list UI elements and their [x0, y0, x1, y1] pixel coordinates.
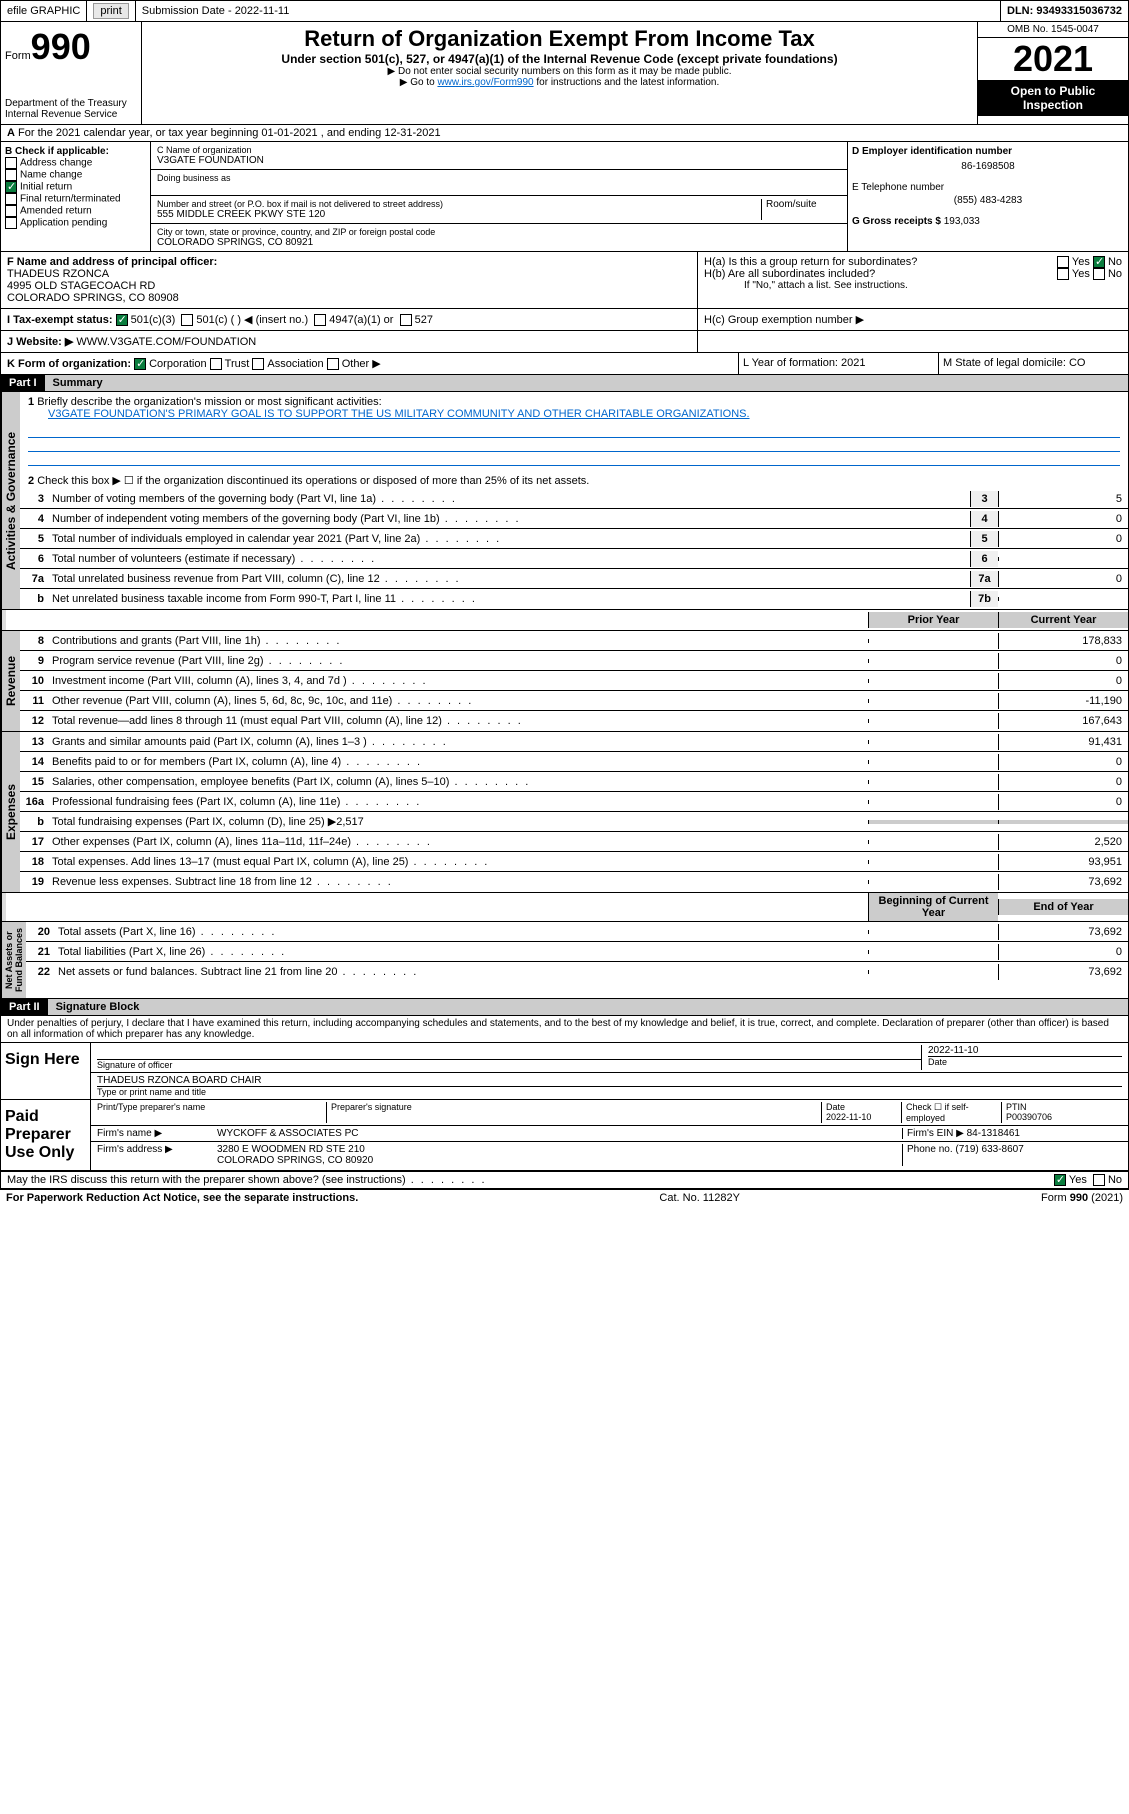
data-line: 21Total liabilities (Part X, line 26)0: [26, 942, 1128, 962]
data-line: 11Other revenue (Part VIII, column (A), …: [20, 691, 1128, 711]
tab-activities: Activities & Governance: [1, 392, 20, 609]
officer-name: THADEUS RZONCA: [7, 268, 691, 280]
dept-label: Department of the Treasury: [5, 98, 137, 109]
cat-no: Cat. No. 11282Y: [659, 1192, 740, 1204]
tax-year: 2021: [978, 38, 1128, 80]
tab-net-assets: Net Assets orFund Balances: [1, 922, 26, 998]
entity-block: B Check if applicable: Address changeNam…: [0, 142, 1129, 252]
form-header: Form990 Department of the Treasury Inter…: [0, 22, 1129, 125]
data-line: 18Total expenses. Add lines 13–17 (must …: [20, 852, 1128, 872]
data-line: 8Contributions and grants (Part VIII, li…: [20, 631, 1128, 651]
data-line: 10Investment income (Part VIII, column (…: [20, 671, 1128, 691]
check-b-opt[interactable]: Address change: [5, 157, 146, 169]
data-line: 13Grants and similar amounts paid (Part …: [20, 732, 1128, 752]
part1-header: Part I: [1, 375, 45, 391]
form-word: Form: [5, 50, 31, 62]
gov-line: 7aTotal unrelated business revenue from …: [20, 569, 1128, 589]
submission-date: Submission Date - 2022-11-11: [136, 1, 1001, 21]
declaration: Under penalties of perjury, I declare th…: [0, 1016, 1129, 1043]
form-subtitle: Under section 501(c), 527, or 4947(a)(1)…: [146, 52, 973, 66]
mission-text: V3GATE FOUNDATION'S PRIMARY GOAL IS TO S…: [28, 408, 750, 420]
part2-header: Part II: [1, 999, 48, 1015]
period-row: A For the 2021 calendar year, or tax yea…: [0, 125, 1129, 142]
irs-label: Internal Revenue Service: [5, 109, 137, 120]
gov-line: 3Number of voting members of the governi…: [20, 489, 1128, 509]
org-address: 555 MIDDLE CREEK PKWY STE 120: [157, 209, 761, 220]
print-button[interactable]: print: [93, 3, 128, 19]
ein-value: 86-1698508: [852, 161, 1124, 172]
data-line: 20Total assets (Part X, line 16)73,692: [26, 922, 1128, 942]
form-title: Return of Organization Exempt From Incom…: [146, 26, 973, 52]
dln: DLN: 93493315036732: [1001, 1, 1128, 21]
data-line: 16aProfessional fundraising fees (Part I…: [20, 792, 1128, 812]
paperwork-notice: For Paperwork Reduction Act Notice, see …: [6, 1192, 358, 1204]
data-line: bTotal fundraising expenses (Part IX, co…: [20, 812, 1128, 832]
tab-revenue: Revenue: [1, 631, 20, 731]
data-line: 14Benefits paid to or for members (Part …: [20, 752, 1128, 772]
gov-line: bNet unrelated business taxable income f…: [20, 589, 1128, 609]
check-b-opt[interactable]: Application pending: [5, 217, 146, 229]
omb-number: OMB No. 1545-0047: [978, 22, 1128, 38]
ptin: P00390706: [1006, 1112, 1052, 1122]
top-bar: efile GRAPHIC print Submission Date - 20…: [0, 0, 1129, 22]
check-b-opt[interactable]: Initial return: [5, 181, 146, 193]
data-line: 12Total revenue—add lines 8 through 11 (…: [20, 711, 1128, 731]
officer-sig-name: THADEUS RZONCA BOARD CHAIR: [97, 1075, 1122, 1086]
data-line: 9Program service revenue (Part VIII, lin…: [20, 651, 1128, 671]
gross-receipts: 193,033: [944, 216, 980, 227]
gov-line: 6Total number of volunteers (estimate if…: [20, 549, 1128, 569]
efile-label: efile GRAPHIC: [1, 1, 87, 21]
form-ref: Form 990 (2021): [1041, 1192, 1123, 1204]
form-note1: ▶ Do not enter social security numbers o…: [146, 66, 973, 77]
check-b-label: B Check if applicable:: [5, 146, 146, 157]
sign-here-label: Sign Here: [1, 1043, 91, 1099]
phone-value: (855) 483-4283: [852, 195, 1124, 206]
open-public: Open to Public Inspection: [978, 80, 1128, 116]
ein-label: D Employer identification number: [852, 146, 1124, 157]
check-b-opt[interactable]: Amended return: [5, 205, 146, 217]
org-city: COLORADO SPRINGS, CO 80921: [157, 237, 841, 248]
firm-name: WYCKOFF & ASSOCIATES PC: [217, 1128, 902, 1139]
data-line: 19Revenue less expenses. Subtract line 1…: [20, 872, 1128, 892]
check-b-opt[interactable]: Final return/terminated: [5, 193, 146, 205]
gov-line: 5Total number of individuals employed in…: [20, 529, 1128, 549]
irs-link[interactable]: www.irs.gov/Form990: [437, 77, 533, 88]
form-number: 990: [31, 26, 91, 67]
data-line: 15Salaries, other compensation, employee…: [20, 772, 1128, 792]
org-name: V3GATE FOUNDATION: [157, 155, 841, 166]
data-line: 17Other expenses (Part IX, column (A), l…: [20, 832, 1128, 852]
tab-expenses: Expenses: [1, 732, 20, 892]
website: WWW.V3GATE.COM/FOUNDATION: [76, 336, 256, 348]
check-b-opt[interactable]: Name change: [5, 169, 146, 181]
paid-preparer-label: Paid Preparer Use Only: [1, 1100, 91, 1170]
phone-label: E Telephone number: [852, 182, 1124, 193]
data-line: 22Net assets or fund balances. Subtract …: [26, 962, 1128, 982]
gov-line: 4Number of independent voting members of…: [20, 509, 1128, 529]
